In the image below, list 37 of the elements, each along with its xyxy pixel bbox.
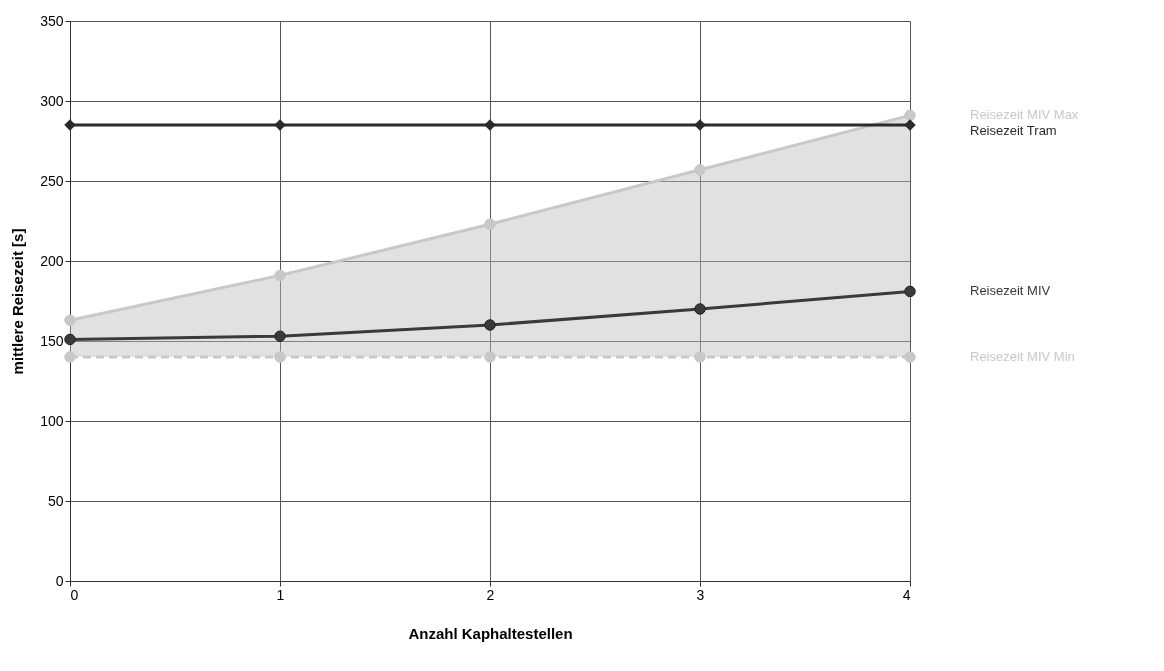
x-tick-label: 0 bbox=[70, 586, 79, 603]
x-tick-label: 4 bbox=[902, 586, 911, 603]
point bbox=[64, 119, 76, 131]
point bbox=[274, 330, 286, 342]
x-tick-label: 3 bbox=[696, 586, 705, 603]
point bbox=[694, 164, 706, 176]
point bbox=[64, 351, 76, 363]
point bbox=[274, 269, 286, 282]
x-tick-label: 1 bbox=[276, 586, 285, 603]
y-tick-label: 150 bbox=[40, 332, 64, 349]
y-tick-label: 300 bbox=[40, 92, 64, 109]
point bbox=[694, 351, 706, 363]
point bbox=[904, 351, 916, 363]
point bbox=[64, 314, 76, 326]
point bbox=[904, 285, 916, 298]
y-tick-label: 200 bbox=[40, 252, 64, 269]
point bbox=[904, 109, 916, 122]
point bbox=[694, 303, 706, 315]
text: Reisezeit Tram bbox=[970, 123, 1057, 139]
point bbox=[484, 319, 496, 331]
y-tick-label: 350 bbox=[40, 12, 64, 29]
x-axis-title: Anzahl Kaphaltestellen bbox=[408, 624, 573, 642]
y-tick-label: 250 bbox=[40, 172, 64, 189]
point bbox=[274, 119, 286, 131]
point bbox=[274, 351, 286, 363]
point bbox=[484, 119, 496, 131]
point bbox=[904, 119, 916, 131]
y-axis-title: mittlere Reisezeit [s] bbox=[9, 228, 27, 375]
point bbox=[484, 218, 496, 230]
y-tick-label: 100 bbox=[40, 412, 64, 429]
y-tick-label: 50 bbox=[47, 492, 64, 509]
point bbox=[64, 333, 76, 346]
point bbox=[484, 351, 496, 363]
point bbox=[694, 119, 706, 131]
text: Reisezeit MIV bbox=[970, 283, 1051, 299]
x-tick-label: 2 bbox=[486, 586, 495, 603]
y-tick-label: 0 bbox=[55, 572, 64, 589]
